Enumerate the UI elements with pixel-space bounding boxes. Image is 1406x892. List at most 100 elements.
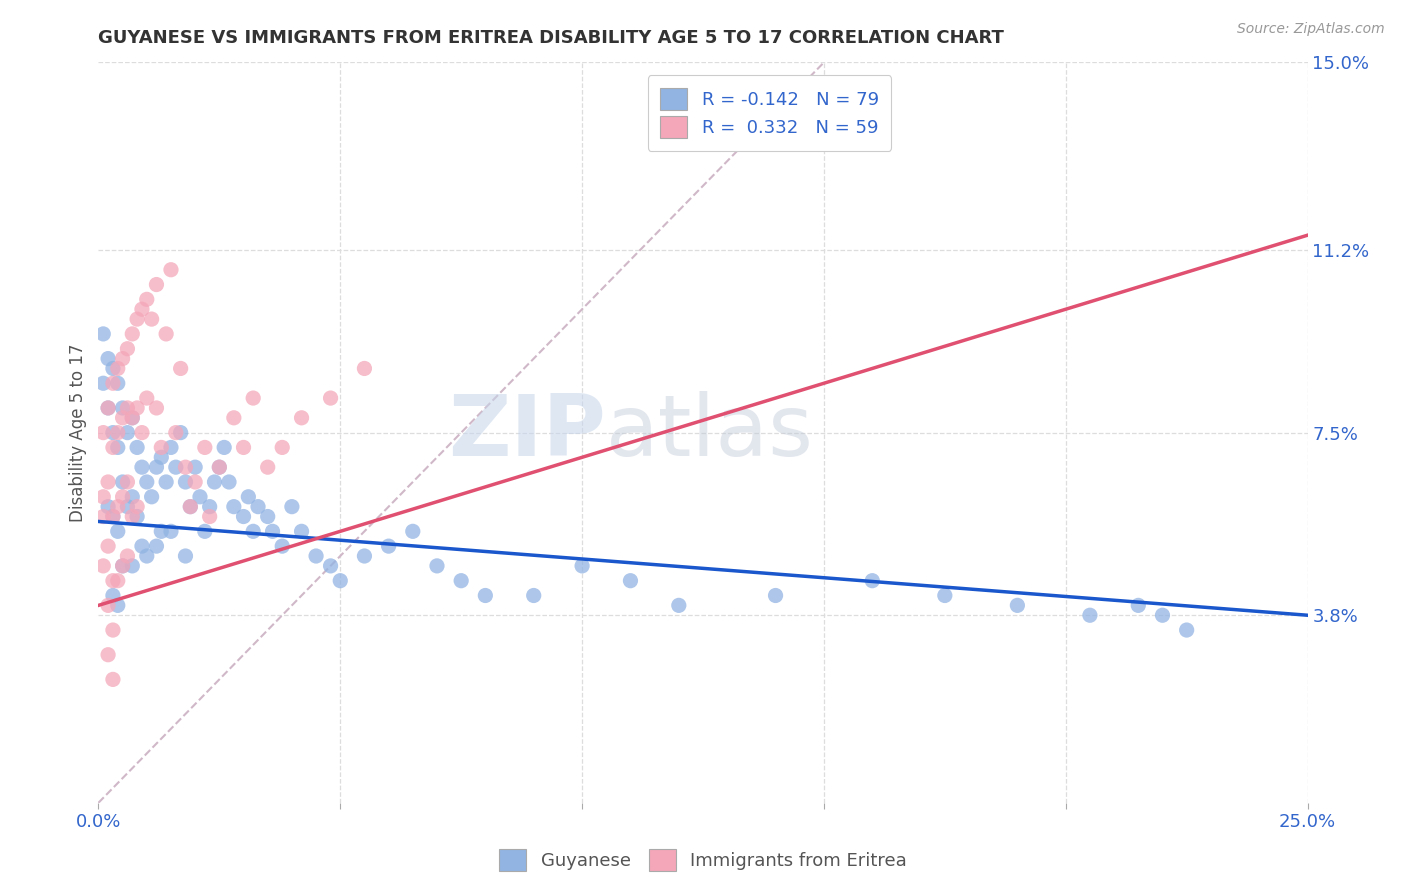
- Point: [212, 441, 235, 455]
- Point: [184, 460, 207, 475]
- Point: [174, 460, 197, 475]
- Point: [121, 410, 143, 425]
- Point: [127, 500, 149, 514]
- Point: [101, 441, 124, 455]
- Point: [934, 589, 956, 603]
- Point: [1152, 608, 1174, 623]
- Point: [523, 589, 546, 603]
- Point: [97, 475, 120, 489]
- Point: [329, 574, 352, 588]
- Point: [131, 539, 153, 553]
- Point: [194, 524, 217, 539]
- Point: [91, 376, 114, 391]
- Point: [619, 574, 641, 588]
- Point: [474, 589, 496, 603]
- Point: [107, 524, 129, 539]
- Point: [107, 500, 129, 514]
- Point: [305, 549, 328, 563]
- Point: [353, 361, 375, 376]
- Point: [238, 490, 260, 504]
- Point: [145, 539, 167, 553]
- Point: [101, 589, 124, 603]
- Text: Source: ZipAtlas.com: Source: ZipAtlas.com: [1237, 22, 1385, 37]
- Point: [117, 475, 139, 489]
- Point: [107, 574, 129, 588]
- Point: [97, 648, 120, 662]
- Point: [198, 509, 221, 524]
- Point: [101, 509, 124, 524]
- Y-axis label: Disability Age 5 to 17: Disability Age 5 to 17: [69, 343, 87, 522]
- Point: [188, 490, 211, 504]
- Point: [290, 410, 312, 425]
- Point: [169, 425, 191, 440]
- Legend: R = -0.142   N = 79, R =  0.332   N = 59: R = -0.142 N = 79, R = 0.332 N = 59: [648, 75, 891, 151]
- Point: [101, 623, 124, 637]
- Point: [668, 599, 690, 613]
- Point: [111, 558, 134, 573]
- Point: [242, 524, 264, 539]
- Point: [97, 401, 120, 415]
- Point: [127, 509, 149, 524]
- Point: [97, 351, 120, 366]
- Point: [247, 500, 270, 514]
- Point: [107, 376, 129, 391]
- Point: [131, 425, 153, 440]
- Point: [169, 361, 191, 376]
- Point: [127, 441, 149, 455]
- Point: [184, 475, 207, 489]
- Point: [127, 312, 149, 326]
- Point: [121, 509, 143, 524]
- Point: [107, 441, 129, 455]
- Point: [218, 475, 240, 489]
- Point: [290, 524, 312, 539]
- Point: [271, 441, 294, 455]
- Point: [165, 460, 187, 475]
- Point: [97, 599, 120, 613]
- Point: [262, 524, 284, 539]
- Point: [165, 425, 187, 440]
- Point: [860, 574, 883, 588]
- Point: [111, 558, 134, 573]
- Point: [150, 450, 173, 465]
- Point: [1128, 599, 1150, 613]
- Point: [135, 475, 157, 489]
- Text: GUYANESE VS IMMIGRANTS FROM ERITREA DISABILITY AGE 5 TO 17 CORRELATION CHART: GUYANESE VS IMMIGRANTS FROM ERITREA DISA…: [98, 29, 1004, 47]
- Point: [179, 500, 201, 514]
- Point: [141, 490, 163, 504]
- Point: [174, 549, 197, 563]
- Point: [91, 558, 114, 573]
- Text: atlas: atlas: [606, 391, 814, 475]
- Point: [1007, 599, 1029, 613]
- Point: [97, 500, 120, 514]
- Point: [135, 391, 157, 405]
- Point: [160, 524, 183, 539]
- Point: [107, 425, 129, 440]
- Point: [402, 524, 425, 539]
- Point: [121, 558, 143, 573]
- Point: [91, 490, 114, 504]
- Point: [145, 401, 167, 415]
- Point: [377, 539, 399, 553]
- Point: [101, 425, 124, 440]
- Point: [155, 475, 177, 489]
- Point: [111, 401, 134, 415]
- Point: [232, 441, 254, 455]
- Point: [160, 441, 183, 455]
- Point: [155, 326, 177, 341]
- Point: [204, 475, 226, 489]
- Point: [101, 361, 124, 376]
- Point: [160, 262, 183, 277]
- Point: [91, 509, 114, 524]
- Point: [91, 425, 114, 440]
- Point: [121, 490, 143, 504]
- Point: [101, 509, 124, 524]
- Point: [426, 558, 449, 573]
- Point: [198, 500, 221, 514]
- Point: [256, 509, 278, 524]
- Point: [131, 302, 153, 317]
- Point: [242, 391, 264, 405]
- Point: [141, 312, 163, 326]
- Point: [121, 410, 143, 425]
- Point: [117, 401, 139, 415]
- Point: [111, 475, 134, 489]
